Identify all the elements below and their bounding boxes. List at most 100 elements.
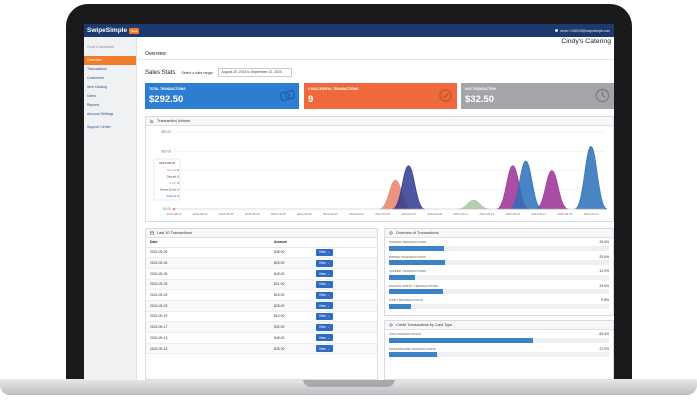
tx-date: 2024-09-23 (146, 300, 270, 312)
view-button[interactable]: View (316, 323, 333, 331)
view-button[interactable]: View (316, 345, 333, 353)
user-icon (555, 29, 559, 32)
chevron-right-icon: › (327, 325, 329, 330)
view-button[interactable]: View (316, 248, 333, 256)
x-tick-label: 2024-09-15 (505, 212, 520, 216)
card-label: TOTAL TRANSACTIONS (149, 87, 186, 91)
bar-row: DIPPED TRANSACTIONS 25.6% (385, 254, 613, 269)
clock-icon (595, 88, 610, 103)
tx-amount: $15.00 (270, 289, 312, 301)
view-button[interactable]: View (316, 270, 333, 278)
view-button[interactable]: View (316, 334, 333, 342)
bar-percent: 65.5% (599, 332, 609, 336)
x-tick-label: 2024-09-05 (375, 212, 390, 216)
transaction-volume-chart: $80.00$60.00$40.00$20.00$0.002024-08-202… (153, 130, 608, 216)
tx-action: View › (312, 321, 377, 333)
x-tick-label: 2024-08-22 (193, 212, 208, 216)
card-avg-transaction: AVG TRANSACTION $32.50 (461, 83, 614, 109)
last-transactions-panel: Last 10 Transactions Date Amount 2024-09… (145, 228, 378, 380)
tx-date: 2024-09-25 (146, 279, 270, 291)
app-screen: SwipeSimple Beta demo+1430949@swipesimpl… (84, 24, 614, 380)
overview-bar-list: SWIPED TRANSACTIONS 25.0% DIPPED TRANSACTI… (385, 238, 613, 312)
table-row: 2024-09-23 $15.00 View › (146, 289, 377, 301)
chevron-right-icon: › (327, 314, 329, 319)
tooltip-row-value: 0 (177, 188, 179, 192)
y-tick-label: $0.00 (163, 207, 171, 211)
x-tick-label: 2024-08-24 (219, 212, 234, 216)
card-label: AVG TRANSACTION (465, 87, 496, 91)
sidebar-item-support-center[interactable]: Support Center (87, 125, 111, 129)
tooltip-row-value: 0 (177, 175, 179, 179)
table-row: 2024-09-19 $14.00 View › (146, 311, 377, 323)
chevron-right-icon: › (327, 293, 329, 298)
x-tick-label: 2024-08-28 (271, 212, 286, 216)
card-total-transactions: TOTAL TRANSACTIONS $292.50 (145, 83, 299, 109)
x-tick-label: 2024-08-26 (245, 212, 260, 216)
bar-fill (389, 274, 416, 280)
bar-fill (389, 260, 446, 265)
user-menu[interactable]: demo+1430949@swipesimple.com (555, 29, 614, 33)
bar-track (389, 289, 609, 294)
chart-tooltip (153, 158, 181, 201)
view-button[interactable]: View (316, 302, 333, 310)
page-title: Overview (145, 51, 166, 57)
tx-amount: $28.00 (270, 300, 312, 312)
bar-row: MASTERCARD TRANSACTIONS 22.0% (385, 346, 613, 361)
sidebar-item-item-catalog[interactable]: Item Catalog (87, 85, 107, 89)
tooltip-row-label: Swiped: (166, 194, 177, 198)
x-tick-label: 2024-09-19 (558, 212, 573, 216)
view-button[interactable]: View (316, 259, 333, 267)
tx-date: 2024-09-19 (146, 311, 270, 323)
date-range-input[interactable]: August 20, 2024 to September 22, 2024 (217, 68, 292, 77)
view-button[interactable]: View (316, 291, 333, 299)
view-button[interactable]: View (316, 280, 333, 288)
app-logo[interactable]: SwipeSimple Beta (84, 24, 140, 37)
bar-track (389, 245, 609, 251)
column-header-date: Date (146, 238, 270, 248)
sidebar-item-customers[interactable]: Customers (87, 76, 104, 80)
y-tick-label: $80.00 (161, 130, 171, 134)
bar-row: SWIPED TRANSACTIONS 25.0% (385, 239, 613, 254)
panel-title: Last 10 Transactions (157, 230, 193, 235)
sidebar-item-users[interactable]: Users (87, 94, 97, 98)
bar-fill (389, 289, 444, 294)
sidebar-item-account-settings[interactable]: Account Settings (87, 112, 114, 116)
tooltip-row-value: 0 (177, 181, 179, 185)
sidebar: Cindy's Dashboard Overview Transactions … (84, 37, 137, 380)
area-peak-swiped (509, 160, 543, 210)
date-range-label: Select a date range: (181, 70, 214, 75)
table-row: 2024-09-26 $26.00 View › (146, 257, 377, 269)
bar-track (389, 352, 609, 357)
tooltip-row-value: 0 (177, 194, 179, 198)
tx-amount: $32.00 (270, 321, 312, 333)
tx-action: View › (312, 257, 377, 269)
sidebar-item-transactions[interactable]: Transactions (87, 67, 107, 71)
x-tick-label: 2024-09-13 (479, 212, 494, 216)
x-tick-label: 2024-09-09 (427, 212, 442, 216)
chevron-right-icon: › (327, 303, 329, 308)
tx-action: View › (312, 343, 377, 355)
tx-date: 2024-09-13 (146, 332, 270, 344)
panel-header: Credit Transactions by Card Type (385, 321, 613, 330)
column-header-action (312, 238, 377, 248)
view-button[interactable]: View (316, 312, 333, 320)
tx-action: View › (312, 311, 377, 323)
card-value: 9 (308, 94, 314, 105)
x-tick-label: 2024-09-03 (349, 212, 364, 216)
tooltip-row-value: 0 (177, 168, 179, 172)
sales-stats-row: Sales Stats Select a date range: August … (145, 68, 292, 77)
tooltip-row-label: Dipped: (167, 175, 178, 179)
laptop-base (0, 379, 697, 395)
sidebar-item-overview[interactable]: Overview (84, 56, 136, 65)
transaction-volume-panel: Transaction Volume $80.00$60.00$40.00$20… (145, 116, 614, 222)
bar-label: MANUAL ENTRY TRANSACTIONS (389, 283, 439, 288)
business-name: Cindy's Catering (561, 38, 611, 45)
tooltip-row-label: Keyed Entry: (160, 188, 177, 192)
tx-date: 2024-09-26 (146, 247, 270, 259)
sidebar-item-reports[interactable]: Reports (87, 103, 100, 107)
bar-row: MANUAL ENTRY TRANSACTIONS 24.6% (385, 283, 613, 298)
chevron-right-icon: › (327, 271, 329, 276)
table-row: 2024-09-13 $48.00 View › (146, 332, 377, 344)
tx-action: View › (312, 268, 377, 280)
